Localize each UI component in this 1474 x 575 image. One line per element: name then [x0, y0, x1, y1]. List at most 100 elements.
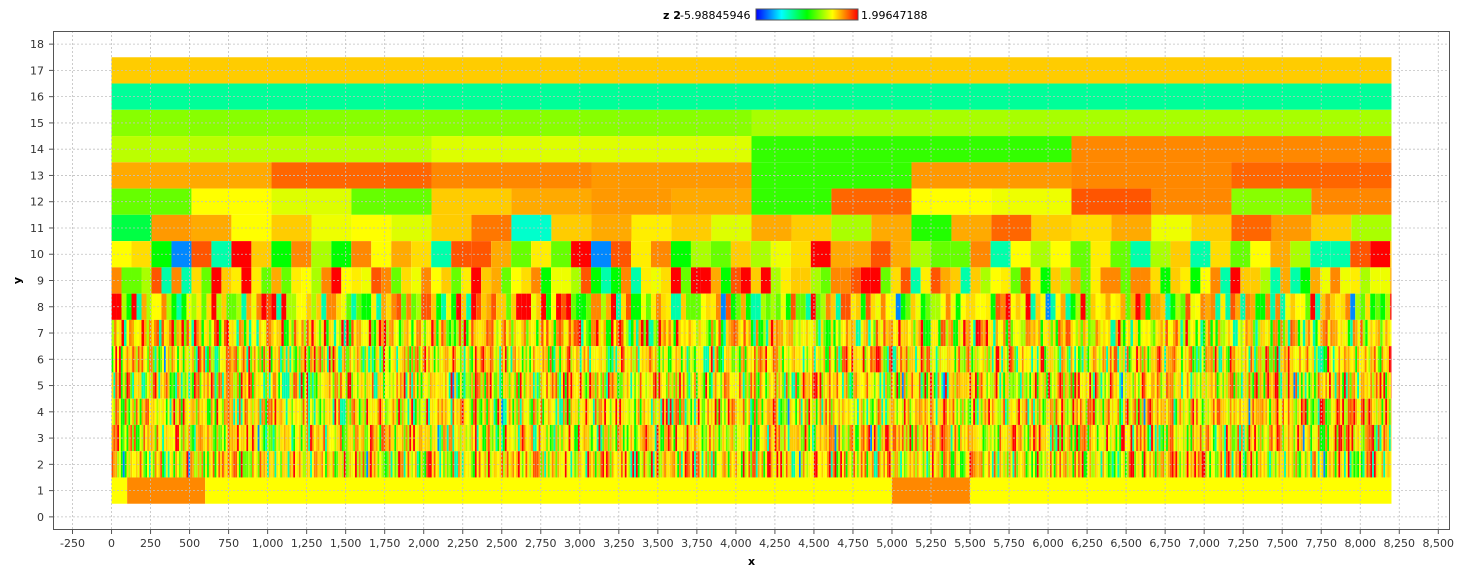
- y-tick-label: 15: [30, 117, 44, 130]
- heatmap-cell: [154, 424, 157, 452]
- heatmap-cell: [478, 451, 481, 478]
- heatmap-cell: [680, 293, 686, 320]
- heatmap-cell: [1167, 372, 1170, 399]
- heatmap-cell: [714, 346, 717, 373]
- heatmap-cell: [147, 424, 149, 452]
- heatmap-cell: [1387, 346, 1389, 373]
- heatmap-cell: [486, 398, 489, 425]
- heatmap-cell: [819, 372, 822, 399]
- heatmap-cell: [1083, 398, 1086, 425]
- heatmap-cell: [1166, 372, 1168, 399]
- heatmap-cell: [403, 451, 406, 478]
- heatmap-cell: [819, 346, 822, 373]
- heatmap-cell: [1319, 372, 1322, 399]
- heatmap-cell: [482, 424, 485, 452]
- heatmap-cell: [1199, 424, 1202, 452]
- heatmap-cell: [767, 346, 769, 373]
- heatmap-cell: [834, 372, 837, 399]
- heatmap-cell: [663, 319, 666, 347]
- heatmap-cell: [426, 451, 429, 478]
- heatmap-cell: [998, 319, 1001, 347]
- heatmap-cell: [986, 372, 989, 399]
- heatmap-cell: [463, 424, 466, 452]
- heatmap-cell: [1218, 372, 1221, 399]
- heatmap-cell: [1295, 451, 1298, 478]
- heatmap-cell: [115, 398, 118, 425]
- heatmap-cell: [634, 372, 636, 399]
- heatmap-cell: [587, 451, 590, 478]
- heatmap-cell: [579, 451, 582, 478]
- heatmap-cell: [467, 424, 470, 452]
- heatmap-cell: [724, 451, 726, 478]
- heatmap-cell: [1342, 424, 1345, 452]
- heatmap-cell: [963, 319, 966, 347]
- heatmap-cell: [311, 372, 314, 399]
- heatmap-cell: [252, 372, 254, 399]
- heatmap-cell: [274, 451, 277, 478]
- heatmap-cell: [1235, 451, 1238, 478]
- heatmap-cell: [742, 346, 745, 373]
- heatmap-cell: [1259, 398, 1262, 425]
- heatmap-cell: [438, 319, 442, 347]
- heatmap-cell: [491, 346, 494, 373]
- heatmap-cell: [806, 398, 809, 425]
- heatmap-cell: [291, 372, 294, 399]
- heatmap-cell: [203, 346, 206, 373]
- heatmap-cell: [1255, 346, 1258, 373]
- heatmap-cell: [710, 241, 731, 268]
- heatmap-cell: [531, 451, 533, 478]
- heatmap-cell: [1031, 372, 1034, 399]
- heatmap-cell: [531, 372, 533, 399]
- heatmap-cell: [1218, 398, 1221, 425]
- heatmap-cell: [675, 398, 678, 425]
- heatmap-cell: [362, 346, 365, 373]
- heatmap-cell: [538, 319, 542, 347]
- heatmap-cell: [431, 267, 442, 294]
- heatmap-cell: [1302, 319, 1306, 347]
- heatmap-cell: [1087, 451, 1090, 478]
- y-tick-label: 8: [37, 301, 44, 314]
- heatmap-cell: [538, 372, 541, 399]
- x-tick-label: 4,000: [720, 537, 752, 550]
- heatmap-cell: [394, 346, 397, 373]
- heatmap-cell: [750, 424, 753, 452]
- heatmap-cell: [386, 293, 392, 320]
- heatmap-cell: [812, 424, 814, 452]
- heatmap-cell: [1055, 451, 1058, 478]
- heatmap-cell: [763, 398, 766, 425]
- heatmap-cell: [1143, 398, 1146, 425]
- heatmap-cell: [675, 451, 678, 478]
- heatmap-cell: [546, 319, 549, 347]
- heatmap-cell: [474, 372, 477, 399]
- heatmap-cell: [975, 398, 977, 425]
- heatmap-cell: [1030, 319, 1034, 347]
- heatmap-cell: [379, 346, 382, 373]
- heatmap-cell: [186, 451, 189, 478]
- heatmap-cell: [785, 319, 789, 347]
- heatmap-cell: [341, 293, 347, 320]
- heatmap-cell: [1186, 346, 1189, 373]
- heatmap-cell: [1242, 372, 1245, 399]
- heatmap-cell: [1335, 319, 1338, 347]
- heatmap-cell: [302, 451, 305, 478]
- heatmap-cell: [1154, 346, 1157, 373]
- heatmap-cell: [306, 319, 309, 347]
- heatmap-cell: [958, 398, 961, 425]
- heatmap-cell: [338, 424, 341, 452]
- heatmap-cell: [780, 293, 786, 320]
- heatmap-cell: [1355, 424, 1358, 452]
- heatmap-cell: [1006, 346, 1009, 373]
- x-tick-label: 2,000: [408, 537, 440, 550]
- heatmap-cell: [1196, 346, 1198, 373]
- heatmap-cell: [918, 372, 921, 399]
- heatmap-cell: [615, 346, 618, 373]
- heatmap-cell: [1175, 424, 1178, 452]
- heatmap-cell: [1347, 424, 1350, 452]
- heatmap-cell: [143, 346, 146, 373]
- heatmap-cell: [639, 398, 642, 425]
- heatmap-cell: [534, 372, 537, 399]
- heatmap-cell: [401, 293, 407, 320]
- x-tick-label: 6,500: [1110, 537, 1142, 550]
- heatmap-cell: [195, 372, 198, 399]
- heatmap-cell: [1003, 424, 1005, 452]
